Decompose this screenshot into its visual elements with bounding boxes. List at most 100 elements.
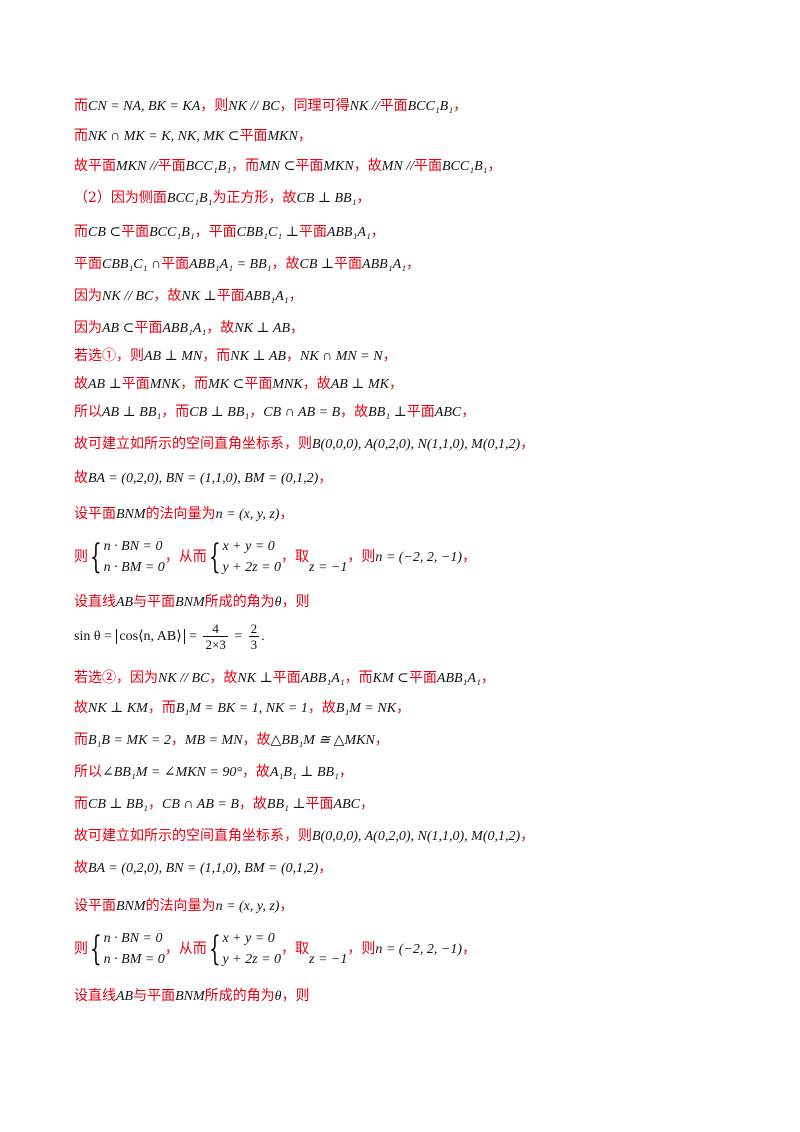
solution-line-21: 所以∠BB₁M = ∠MKN = 90°，故A₁B₁ ⊥ BB₁， (74, 762, 353, 783)
text: 的法向量为 (145, 506, 216, 522)
text: 故 (74, 470, 88, 486)
text: ，故 (241, 764, 270, 780)
math: B(0,0,0), A(0,2,0), N(1,1,0), M(0,1,2) (312, 437, 521, 452)
solution-line-19: 故NK ⊥ KM，而B₁M = BK = 1, NK = 1，故B₁M = NK… (74, 698, 410, 719)
text: 而 (74, 98, 88, 114)
text: ，同理可得 (279, 98, 350, 114)
math: ABB₁A₁ (244, 289, 289, 304)
text: ，故 (340, 404, 369, 420)
text: 所以 (74, 764, 102, 780)
text: 而 (74, 224, 88, 240)
math: NK ∩ MK = K, NK, MK ⊂ (88, 129, 240, 144)
math: BNM (175, 989, 205, 1004)
equation-system: n · BN = 0 n · BM = 0 (104, 536, 165, 578)
math: BCC₁B₁ (166, 191, 213, 206)
text: ， (290, 320, 304, 336)
text: ， (279, 898, 294, 914)
math: NK // BC (158, 671, 210, 686)
math: ABB₁A₁ (326, 225, 371, 240)
math: A₁B₁ ⊥ BB₁ (269, 765, 339, 780)
text: ，从而 (164, 941, 207, 957)
text: ， (382, 348, 397, 364)
math: θ (274, 595, 282, 610)
math: NK ⊥ AB (234, 321, 290, 336)
solution-line-13: 故BA = (0,2,0), BN = (1,1,0), BM = (0,1,2… (74, 468, 332, 489)
text: ， (279, 506, 294, 522)
text: 故可建立如所示的空间直角坐标系，则 (74, 828, 312, 844)
math: B₁M = BK = 1, NK = 1 (175, 701, 308, 716)
equation-system: x + y = 0 y + 2z = 0 (222, 536, 281, 578)
fraction: 4 2×3 (203, 621, 228, 652)
math: BA = (0,2,0), BN = (1,1,0), BM = (0,1,2) (88, 471, 319, 486)
text: ，而 (147, 700, 176, 716)
text: 若选②，因为 (74, 670, 158, 686)
math: z = −1 (309, 560, 348, 575)
math: ABC (434, 405, 462, 420)
text: 平面 (244, 376, 273, 392)
math: CB ⊥ BB₁ (296, 191, 357, 206)
text: ，故 (271, 256, 300, 272)
solution-line-12: 故可建立如所示的空间直角坐标系，则B(0,0,0), A(0,2,0), N(1… (74, 434, 534, 455)
text: ，故 (307, 700, 336, 716)
text: ，则 (281, 594, 310, 610)
text: 所成的角为 (204, 988, 275, 1004)
solution-line-24: 故BA = (0,2,0), BN = (1,1,0), BM = (0,1,2… (74, 858, 332, 879)
numerator: 4 (203, 621, 228, 637)
math: CB ⊥ (299, 257, 335, 272)
text: ，从而 (164, 549, 207, 565)
math: AB ⊥ MN (144, 349, 203, 364)
solution-line-16: 设直线AB与平面BNM所成的角为θ，则 (74, 592, 310, 613)
solution-line-7: 因为NK // BC，故NK ⊥平面ABB₁A₁， (74, 286, 303, 307)
text: ， (148, 796, 163, 812)
solution-line-10: 故AB ⊥平面MNK，而MK ⊂平面MNK，故AB ⊥ MK， (74, 374, 403, 395)
math: MN // (381, 159, 414, 174)
text: 设平面 (74, 506, 116, 522)
math: = (234, 629, 243, 644)
solution-line-25: 设平面BNM的法向量为n = (x, y, z)， (74, 896, 293, 917)
math: MKN // (116, 159, 158, 174)
text: 而 (74, 796, 88, 812)
math: BB₁ ⊥ (266, 797, 306, 812)
left-brace-icon: { (89, 929, 102, 969)
text: ， (487, 158, 502, 174)
solution-line-2: 而NK ∩ MK = K, NK, MK ⊂平面MKN， (74, 126, 312, 147)
math: n = (x, y, z) (215, 899, 280, 914)
text: 为正方形，故 (212, 190, 297, 206)
text: ， (170, 732, 185, 748)
text: ，而 (180, 376, 209, 392)
math: BNM (116, 899, 146, 914)
solution-line-27: 设直线AB与平面BNM所成的角为θ，则 (74, 986, 310, 1007)
denominator: 3 (250, 636, 258, 652)
text: ， (374, 732, 389, 748)
math: n = (−2, 2, −1) (375, 942, 463, 957)
text: 故 (74, 376, 88, 392)
text: 故可建立如所示的空间直角坐标系，则 (74, 436, 312, 452)
math: BNM (175, 595, 205, 610)
text: ， (370, 224, 385, 240)
text: 平面 (121, 224, 150, 240)
solution-line-20: 而B₁B = MK = 2，MB = MN，故△BB₁M ≅ △MKN， (74, 730, 389, 751)
text: 平面 (161, 256, 190, 272)
text: ，则 (281, 988, 310, 1004)
equation: y + 2z = 0 (222, 560, 282, 575)
left-brace-icon: { (208, 537, 221, 577)
math: z = −1 (309, 952, 348, 967)
math: BCC₁B₁ (185, 159, 232, 174)
solution-line-8: 因为AB ⊂平面ABB₁A₁，故NK ⊥ AB， (74, 318, 304, 339)
math: AB (116, 989, 134, 1004)
solution-line-14: 设平面BNM的法向量为n = (x, y, z)， (74, 504, 293, 525)
math: BCC₁B₁ (442, 159, 488, 174)
math: ABB₁A₁ (162, 321, 207, 336)
text: 平面 (414, 158, 442, 174)
text: 平面 (74, 256, 102, 272)
text: 平面 (272, 670, 301, 686)
text: 平面 (334, 256, 363, 272)
text: ，而 (202, 348, 231, 364)
numerator: 2 (248, 620, 260, 637)
solution-line-22: 而CB ⊥ BB₁，CB ∩ AB = B，故BB₁ ⊥平面ABC， (74, 794, 374, 815)
text: ，而 (344, 670, 373, 686)
solution-line-1: 而CN = NA, BK = KA，则NK // BC，同理可得NK //平面B… (74, 96, 467, 117)
math: θ (274, 989, 282, 1004)
